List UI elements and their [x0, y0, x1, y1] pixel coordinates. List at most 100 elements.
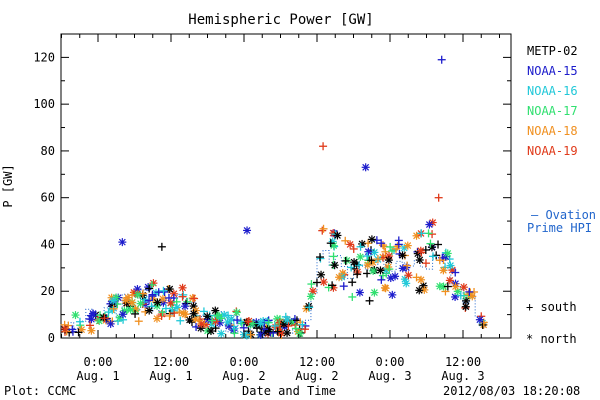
north-point	[384, 256, 393, 265]
y-axis: 0 20 40 60 80 100 120	[33, 33, 511, 345]
south-point	[109, 304, 118, 313]
north-point	[118, 310, 127, 319]
legend-entry: METP-02	[527, 44, 578, 58]
x-tick-time-label: 12:00	[299, 355, 335, 369]
legend: METP-02 NOAA-15 NOAA-16 NOAA-17 NOAA-18 NOAA-…	[527, 44, 578, 158]
south-point	[465, 287, 474, 296]
x-tick-time-label: 0:00	[230, 355, 259, 369]
north-point	[415, 255, 424, 264]
y-tick-label: 120	[33, 50, 55, 64]
south-point	[131, 309, 140, 318]
x-tick-time-label: 0:00	[376, 355, 405, 369]
south-point	[165, 311, 174, 320]
south-point	[233, 316, 242, 325]
south-point	[273, 327, 282, 336]
north-point	[108, 306, 117, 315]
north-point	[398, 264, 407, 273]
north-point	[136, 299, 145, 308]
north-point	[118, 238, 127, 247]
north-point	[306, 292, 315, 301]
south-point	[298, 320, 307, 329]
south-point	[263, 317, 272, 326]
north-point	[370, 248, 379, 257]
south-point	[421, 245, 430, 254]
north-point	[439, 266, 448, 275]
north-point	[380, 283, 389, 292]
south-point	[157, 242, 166, 251]
x-tick-date-label: Aug. 1	[149, 369, 192, 383]
south-point	[159, 286, 168, 295]
x-tick-date-label: Aug. 2	[295, 369, 338, 383]
south-point	[264, 318, 273, 327]
north-point	[206, 327, 215, 336]
north-point	[319, 278, 328, 287]
north-point	[404, 271, 413, 280]
north-point	[144, 283, 153, 292]
south-point	[435, 256, 444, 265]
south-point	[428, 230, 437, 239]
x-tick-time-label: 12:00	[153, 355, 189, 369]
south-point	[307, 280, 316, 289]
north-point	[126, 305, 135, 314]
x-tick-date-label: Aug. 3	[368, 369, 411, 383]
south-point	[319, 224, 328, 233]
south-point	[348, 292, 357, 301]
south-point	[264, 327, 273, 336]
north-point	[402, 279, 411, 288]
x-tick-date-label: Aug. 3	[441, 369, 484, 383]
north-point	[158, 294, 167, 303]
y-tick-label: 80	[41, 144, 55, 158]
north-point	[417, 275, 426, 284]
south-point	[319, 142, 328, 151]
south-point	[363, 269, 372, 278]
south-point	[312, 278, 321, 287]
north-point	[386, 274, 395, 283]
south-point	[113, 317, 122, 326]
ovation-legend-line1: — Ovation	[531, 208, 596, 222]
north-point	[149, 279, 158, 288]
north-point	[451, 282, 460, 291]
south-point	[385, 265, 394, 274]
south-point	[326, 239, 335, 248]
north-point	[403, 241, 412, 250]
south-point	[291, 324, 300, 333]
north-point	[402, 263, 411, 272]
legend-entry: NOAA-17	[527, 104, 578, 118]
south-point	[195, 316, 204, 325]
north-point	[333, 231, 342, 240]
south-point	[211, 324, 220, 333]
south-point	[353, 270, 362, 279]
north-point	[178, 283, 187, 292]
south-point	[364, 239, 373, 248]
plot-frame	[60, 33, 512, 339]
north-point	[445, 276, 454, 285]
south-point	[394, 236, 403, 245]
legend-entry: NOAA-15	[527, 64, 578, 78]
north-point	[346, 240, 355, 249]
north-point	[367, 235, 376, 244]
footer-timestamp: 2012/08/03 18:20:08	[443, 384, 580, 398]
legend-entry: NOAA-19	[527, 144, 578, 158]
south-point	[451, 268, 460, 277]
x-tick-date-label: Aug. 2	[222, 369, 265, 383]
south-point	[426, 239, 435, 248]
south-point	[341, 256, 350, 265]
north-point	[256, 330, 265, 339]
x-tick-time-label: 12:00	[445, 355, 481, 369]
north-point	[376, 266, 385, 275]
x-tick-time-label: 0:00	[84, 355, 113, 369]
south-point	[270, 321, 279, 330]
y-tick-label: 100	[33, 97, 55, 111]
north-point	[388, 290, 397, 299]
south-point	[381, 247, 390, 256]
south-point	[392, 244, 401, 253]
x-tick-date-label: Aug. 1	[76, 369, 119, 383]
south-point	[378, 241, 387, 250]
south-point	[365, 296, 374, 305]
south-point	[437, 55, 446, 64]
north-point	[181, 302, 190, 311]
north-point	[127, 298, 136, 307]
north-point	[364, 247, 373, 256]
